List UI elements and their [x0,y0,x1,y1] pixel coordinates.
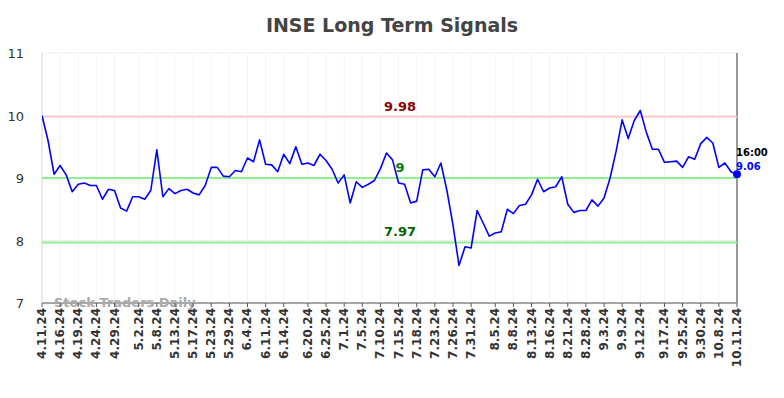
x-tick [193,303,194,307]
x-tick [283,303,284,307]
y-tick-label: 11 [7,46,24,61]
x-tick-label: 6.25.24 [319,308,333,359]
x-tick-label: 8.13.24 [525,308,539,359]
x-tick [664,303,665,307]
x-tick [718,303,719,307]
x-tick-label: 4.11.24 [35,308,49,359]
x-tick-label: 9.17.24 [657,308,671,359]
x-tick-label: 9.25.24 [676,308,690,359]
x-tick [567,303,568,307]
title: INSE Long Term Signals [266,14,518,36]
x-tick [549,303,550,307]
x-tick-label: 5.13.24 [168,308,182,359]
watermark: Stock Traders Daily [54,295,196,310]
y-tick-label: 9 [16,171,24,186]
x-tick [434,303,435,307]
x-tick [42,303,43,307]
x-tick-label: 7.1.24 [337,308,351,351]
x-tick-label: 8.16.24 [543,308,557,359]
x-tick-label: 8.21.24 [561,308,575,359]
x-tick-label: 10.11.24 [730,308,744,367]
x-tick-label: 8.28.24 [579,308,593,359]
x-tick-label: 10.8.24 [712,308,726,359]
x-tick [622,303,623,307]
x-tick [156,303,157,307]
x-tick-label: 8.5.24 [488,308,502,351]
x-tick-label: 5.8.24 [150,308,164,351]
x-tick [737,303,738,307]
x-tick-label: 7.5.24 [355,308,369,351]
signal-line [42,177,737,179]
x-tick [585,303,586,307]
x-tick [398,303,399,307]
x-tick-label: 7.23.24 [428,308,442,359]
x-tick [96,303,97,307]
x-tick [229,303,230,307]
x-tick-label: 9.12.24 [633,308,647,359]
x-tick [416,303,417,307]
y-tick-label: 7 [16,296,24,311]
x-tick-label: 6.4.24 [240,308,254,351]
x-tick-label: 9.9.24 [615,308,629,351]
signal-label: 9.98 [384,99,416,114]
x-tick-label: 4.16.24 [53,308,67,359]
chart: INSE Long Term Signals 7 8 9 10 11 Stock Trade… [0,0,784,398]
x-tick-label: 5.2.24 [132,308,146,351]
signal-label: 9 [395,160,404,175]
x-tick [452,303,453,307]
price-line [42,111,737,266]
x-tick [362,303,363,307]
x-tick-label: 6.20.24 [301,308,315,359]
x-tick [265,303,266,307]
x-tick-label: 7.15.24 [392,308,406,359]
x-tick [640,303,641,307]
x-tick-label: 6.11.24 [259,308,273,359]
x-tick-label: 4.29.24 [108,308,122,359]
x-tick-label: 5.17.24 [186,308,200,359]
y-tick-label: 10 [7,109,24,124]
last-value: 9.06 [736,161,761,172]
x-tick-label: 9.3.24 [597,308,611,351]
x-tick-label: 5.29.24 [222,308,236,359]
x-tick [114,303,115,307]
chart-root: INSE Long Term Signals 7 8 9 10 11 Stock Trade… [0,0,784,398]
x-tick-label: 7.18.24 [410,308,424,359]
x-tick-label: 7.10.24 [373,308,387,359]
x-tick [531,303,532,307]
x-tick [682,303,683,307]
x-tick-label: 6.14.24 [277,308,291,359]
x-tick-label: 4.24.24 [89,308,103,359]
grid-line [42,178,737,179]
grid-line [42,115,737,116]
signal-line [42,116,737,118]
x-tick [495,303,496,307]
x-tick [307,303,308,307]
x-tick [700,303,701,307]
x-tick [513,303,514,307]
x-tick [174,303,175,307]
signal-line [42,241,737,243]
x-tick [247,303,248,307]
x-tick-label: 7.26.24 [446,308,460,359]
x-tick [326,303,327,307]
x-tick [380,303,381,307]
signal-label: 7.97 [384,224,416,239]
x-tick-label: 5.23.24 [204,308,218,359]
x-tick-label: 7.31.24 [464,308,478,359]
x-tick [78,303,79,307]
x-tick [211,303,212,307]
plot-area [42,111,737,266]
x-tick [60,303,61,307]
x-tick-label: 8.8.24 [506,308,520,351]
last-time: 16:00 [736,147,768,158]
x-tick-label: 4.19.24 [71,308,85,359]
x-tick [604,303,605,307]
grid-line [42,240,737,241]
x-tick [471,303,472,307]
x-tick [344,303,345,307]
x-tick-label: 9.30.24 [694,308,708,359]
x-tick [138,303,139,307]
grid-line [42,53,737,54]
y-tick-label: 8 [16,234,24,249]
